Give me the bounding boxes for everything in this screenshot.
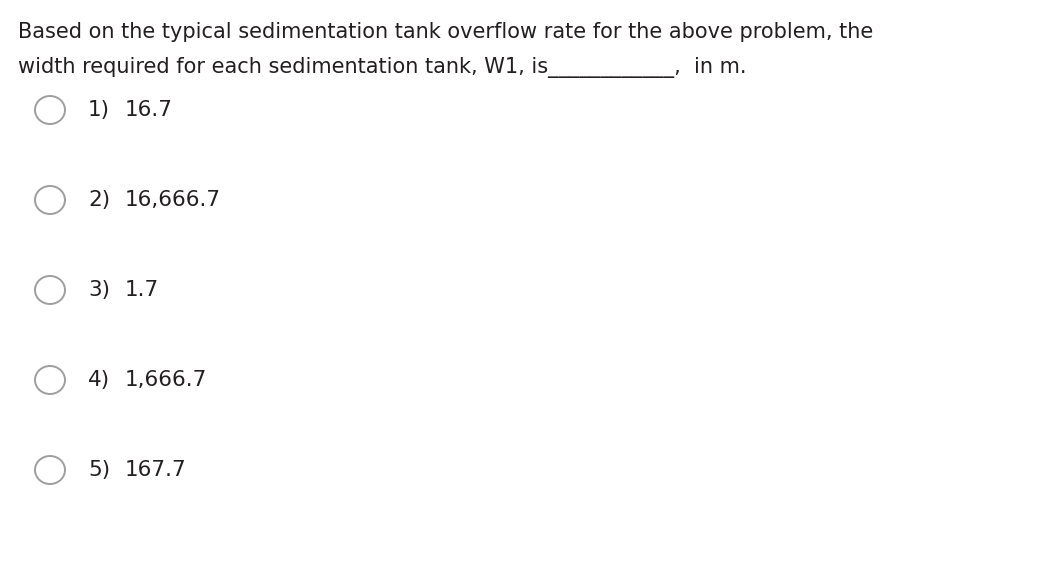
Text: 3): 3) xyxy=(88,280,110,300)
Text: Based on the typical sedimentation tank overflow rate for the above problem, the: Based on the typical sedimentation tank … xyxy=(18,22,874,42)
Ellipse shape xyxy=(35,96,65,124)
Text: 16.7: 16.7 xyxy=(125,100,173,120)
Text: 1.7: 1.7 xyxy=(125,280,160,300)
Text: 1,666.7: 1,666.7 xyxy=(125,370,208,390)
Ellipse shape xyxy=(35,456,65,484)
Ellipse shape xyxy=(35,186,65,214)
Text: 16,666.7: 16,666.7 xyxy=(125,190,222,210)
Text: 5): 5) xyxy=(88,460,110,480)
Ellipse shape xyxy=(35,276,65,304)
Text: 2): 2) xyxy=(88,190,110,210)
Ellipse shape xyxy=(35,366,65,394)
Text: 4): 4) xyxy=(88,370,110,390)
Text: 1): 1) xyxy=(88,100,110,120)
Text: width required for each sedimentation tank, W1, is____________,  in m.: width required for each sedimentation ta… xyxy=(18,57,747,78)
Text: 167.7: 167.7 xyxy=(125,460,187,480)
